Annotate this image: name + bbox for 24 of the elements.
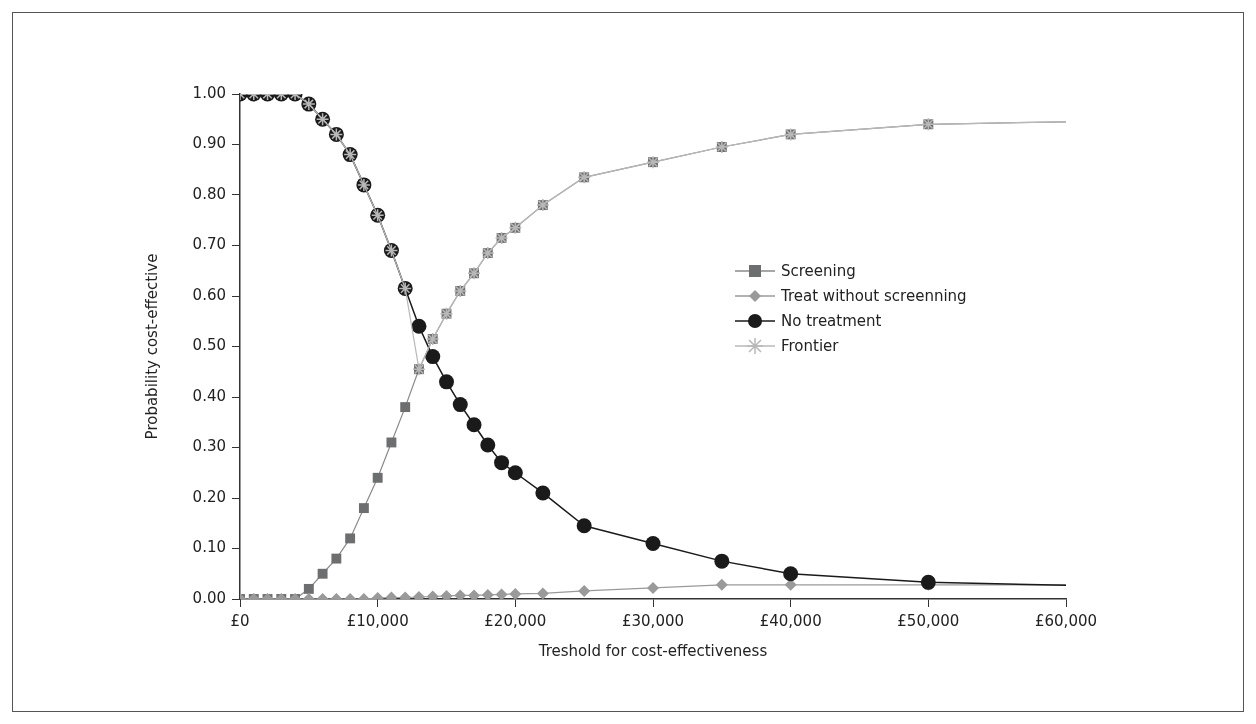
x-tick-label: £20,000 — [484, 611, 547, 630]
y-tick-label: 0.90 — [192, 134, 226, 153]
x-tick-label: £50,000 — [897, 611, 960, 630]
y-tick-label: 0.10 — [192, 538, 226, 557]
legend-label: No treatment — [781, 311, 882, 330]
y-tick-label: 0.00 — [192, 588, 226, 607]
y-tick-label: 0.80 — [192, 184, 226, 203]
y-tick-label: 0.60 — [192, 285, 226, 304]
y-axis-title: Probability cost-effective — [142, 253, 161, 440]
y-tick-label: 0.70 — [192, 235, 226, 254]
y-tick-label: 0.50 — [192, 336, 226, 355]
legend-label: Screening — [781, 261, 856, 280]
y-tick-label: 1.00 — [192, 83, 226, 102]
legend-label: Treat without screenning — [781, 286, 967, 305]
x-tick-label: £30,000 — [621, 611, 685, 630]
x-axis-title: Treshold for cost-effectiveness — [537, 641, 768, 660]
y-tick-label: 0.20 — [192, 487, 226, 506]
x-tick-label: £40,000 — [759, 611, 822, 630]
x-tick-label: £0 — [230, 611, 250, 630]
y-tick-label: 0.30 — [192, 437, 226, 456]
legend-label: Frontier — [781, 336, 839, 355]
x-tick-label: £60,000 — [1034, 611, 1098, 630]
x-tick-label: £10,000 — [346, 611, 409, 630]
y-tick-label: 0.40 — [192, 386, 226, 405]
